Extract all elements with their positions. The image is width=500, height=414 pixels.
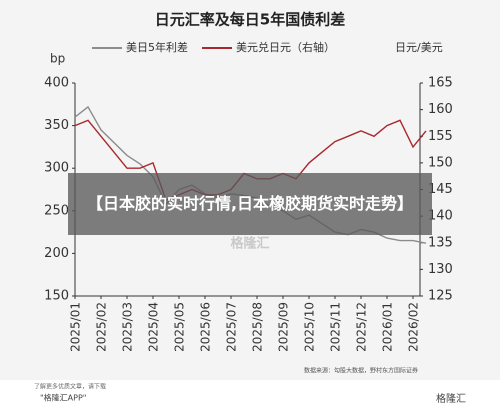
y2-tick-label: 155 [428,129,453,144]
x-tick-label: 2025/11 [329,302,343,352]
y2-tick-label: 165 [428,76,453,91]
y-tick-label: 250 [44,203,69,218]
x-tick-label: 2025/01 [69,302,83,352]
y2-tick-label: 130 [428,262,453,277]
y-tick-label: 350 [44,118,69,133]
banner: 【日本胶的实时行情,日本橡胶期货实时走势】 [68,173,432,235]
y-tick-label: 200 [44,246,69,261]
x-tick-label: 2025/03 [121,302,135,352]
legend-label: 美元兑日元（右轴） [236,40,335,54]
y2-tick-label: 125 [428,289,453,304]
y2-axis-label: 日元/美元 [395,41,443,54]
footer [0,380,500,414]
x-tick-label: 2025/06 [199,302,213,352]
footer-app: "格隆汇APP" [40,393,86,403]
x-tick-label: 2025/07 [225,302,239,352]
x-tick-label: 2025/04 [147,302,161,352]
y-tick-label: 150 [44,289,69,304]
x-tick-label: 2026/02 [407,302,421,352]
y2-tick-label: 135 [428,235,453,250]
x-tick-label: 2025/09 [277,302,291,352]
y2-tick-label: 160 [428,102,453,117]
y2-tick-label: 145 [428,182,453,197]
x-tick-label: 2026/01 [381,302,395,352]
y-axis-label: bp [50,52,65,66]
source: 数据来源：勾股大数据，野村东方国际证券 [304,367,418,375]
x-tick-label: 2025/12 [355,302,369,352]
legend-label: 美日5年利差 [126,40,188,54]
y-tick-label: 400 [44,76,69,91]
footer-logo: 格隆汇 [436,392,466,405]
footer-note: 了解更多优质文章，请下载 [34,383,106,391]
y2-tick-label: 140 [428,209,453,224]
watermark: 格隆汇 [230,236,269,252]
chart-title: 日元汇率及每日5年国债利差 [155,11,345,29]
y2-tick-label: 150 [428,155,453,170]
x-tick-label: 2025/10 [303,302,317,352]
x-tick-label: 2025/05 [173,302,187,352]
x-tick-label: 2025/08 [251,302,265,352]
x-tick-label: 2025/02 [95,302,109,352]
y-tick-label: 300 [44,161,69,176]
